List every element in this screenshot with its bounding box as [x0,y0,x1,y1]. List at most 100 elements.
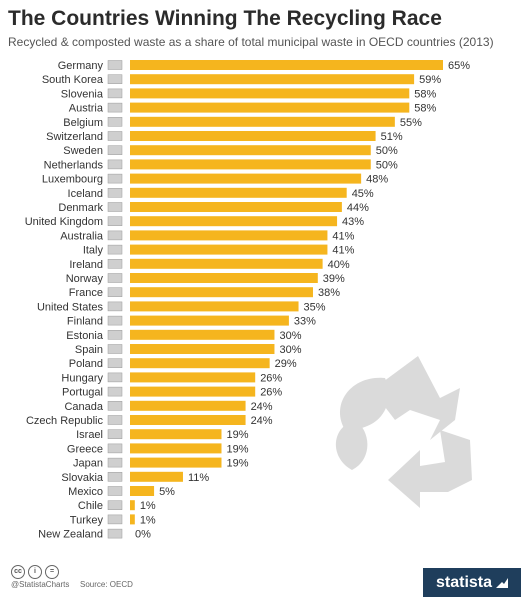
value-label-united-kingdom: 43% [342,216,364,228]
value-label-greece: 19% [226,443,248,455]
value-label-italy: 41% [332,245,354,257]
bar-spain [130,344,275,354]
bar-austria [130,102,410,113]
value-label-austria: 58% [414,103,436,115]
bar-czech-republic [130,415,246,425]
bar-sweden [130,145,371,156]
bar-iceland [130,187,347,198]
category-label-luxembourg: Luxembourg [42,174,103,186]
flag-icon-slovakia [107,472,123,482]
value-label-israel: 19% [226,429,248,441]
flag-icon-finland [107,315,123,326]
statista-logo[interactable]: statista [423,568,521,597]
bar-israel [130,429,222,440]
value-label-hungary: 26% [260,372,282,384]
category-label-norway: Norway [66,273,104,285]
value-label-slovenia: 58% [414,88,436,100]
category-label-ireland: Ireland [69,259,103,271]
flag-icon-luxembourg [107,173,123,184]
flag-icon-netherlands [107,159,123,170]
value-label-japan: 19% [226,458,248,470]
bar-turkey [130,514,135,525]
value-label-finland: 33% [294,316,316,328]
flag-icon-greece [107,443,123,454]
flag-icon-iceland [107,188,123,198]
cc-icon: cc [11,565,25,579]
flag-icon-hungary [107,372,123,383]
category-label-poland: Poland [69,358,103,370]
bar-australia [130,230,328,241]
category-label-chile: Chile [78,500,103,512]
flag-icon-israel [107,429,123,439]
bar-united-states [130,301,299,312]
flag-icon-spain [107,344,123,354]
bar-hungary [130,372,256,383]
category-label-united-states: United States [37,301,104,313]
footer-source: Source: OECD [80,580,133,589]
bar-slovenia [130,88,410,99]
flag-icon-mexico [107,486,123,496]
flag-icon-switzerland [107,131,123,141]
category-label-canada: Canada [64,401,103,413]
value-label-czech-republic: 24% [251,415,273,427]
value-label-switzerland: 51% [381,131,403,143]
value-label-slovakia: 11% [188,472,209,484]
category-label-israel: Israel [76,429,103,441]
value-label-portugal: 26% [260,387,282,399]
category-label-slovakia: Slovakia [61,472,103,484]
by-icon: i [28,565,42,579]
value-label-new-zealand: 0% [135,529,151,541]
category-label-mexico: Mexico [68,486,103,498]
value-label-ireland: 40% [328,259,350,271]
value-label-sweden: 50% [376,145,398,157]
flag-icon-united-states [107,301,123,312]
value-label-turkey: 1% [140,514,156,526]
bar-switzerland [130,131,376,141]
bar-luxembourg [130,173,362,184]
flag-icon-united-kingdom [107,216,123,226]
value-label-germany: 65% [448,60,470,72]
category-label-austria: Austria [69,103,104,115]
bar-italy [130,244,328,255]
flag-icon-czech-republic [107,415,123,425]
recycling-icon [335,356,472,508]
category-label-france: France [69,287,103,299]
value-label-netherlands: 50% [376,159,398,171]
bar-denmark [130,202,342,212]
flag-icon-austria [107,102,123,113]
category-label-spain: Spain [75,344,103,356]
flag-icon-chile [107,500,123,510]
brand-label: statista [435,573,493,591]
value-label-south-korea: 59% [419,74,441,86]
value-label-poland: 29% [275,358,297,370]
flag-icon-south-korea [107,74,123,84]
flag-icon-poland [107,358,123,368]
bar-slovakia [130,471,183,482]
value-label-estonia: 30% [279,330,301,342]
footer-handle: @StatistaCharts [11,580,70,589]
bar-united-kingdom [130,216,338,227]
flag-icon-australia [107,230,123,241]
bar-belgium [130,116,395,127]
category-label-sweden: Sweden [63,145,103,157]
value-label-norway: 39% [323,273,345,285]
flag-icon-germany [107,60,123,70]
bar-japan [130,457,222,468]
value-label-denmark: 44% [347,202,369,214]
flag-icon-denmark [107,202,123,212]
value-label-france: 38% [318,287,340,299]
bar-finland [130,315,289,326]
value-label-canada: 24% [251,401,273,413]
bar-poland [130,358,270,369]
flag-icon-sweden [107,145,123,155]
bar-france [130,287,313,298]
bar-netherlands [130,159,371,170]
category-label-new-zealand: New Zealand [38,529,103,541]
category-label-iceland: Iceland [68,188,103,200]
category-label-japan: Japan [73,458,103,470]
bar-ireland [130,258,323,269]
category-label-turkey: Turkey [70,514,104,526]
category-label-south-korea: South Korea [42,74,104,86]
bar-germany [130,60,443,70]
flag-icon-ireland [107,259,123,269]
